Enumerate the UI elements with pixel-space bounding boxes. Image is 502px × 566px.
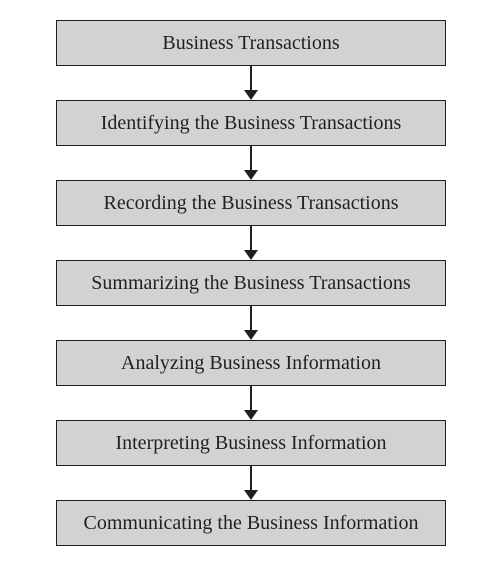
flowchart-node-label: Summarizing the Business Transactions <box>91 272 410 295</box>
arrow-head-icon <box>244 250 258 260</box>
flowchart-container: Business Transactions Identifying the Bus… <box>56 20 446 546</box>
arrow-head-icon <box>244 330 258 340</box>
flowchart-node: Communicating the Business Information <box>56 500 446 546</box>
arrow-head-icon <box>244 490 258 500</box>
flowchart-node: Identifying the Business Transactions <box>56 100 446 146</box>
flowchart-node-label: Analyzing Business Information <box>121 352 381 375</box>
flowchart-node-label: Identifying the Business Transactions <box>101 112 402 135</box>
flowchart-node: Summarizing the Business Transactions <box>56 260 446 306</box>
flowchart-node-label: Recording the Business Transactions <box>104 192 399 215</box>
flowchart-node: Analyzing Business Information <box>56 340 446 386</box>
flowchart-arrow <box>244 306 258 340</box>
arrow-head-icon <box>244 90 258 100</box>
flowchart-arrow <box>244 146 258 180</box>
flowchart-node: Interpreting Business Information <box>56 420 446 466</box>
flowchart-node-label: Communicating the Business Information <box>84 512 419 535</box>
flowchart-node: Business Transactions <box>56 20 446 66</box>
flowchart-node-label: Interpreting Business Information <box>115 432 386 455</box>
flowchart-node-label: Business Transactions <box>162 32 339 55</box>
flowchart-arrow <box>244 66 258 100</box>
arrow-shaft <box>250 306 252 330</box>
arrow-shaft <box>250 466 252 490</box>
flowchart-node: Recording the Business Transactions <box>56 180 446 226</box>
flowchart-arrow <box>244 466 258 500</box>
arrow-shaft <box>250 386 252 410</box>
arrow-shaft <box>250 226 252 250</box>
flowchart-arrow <box>244 226 258 260</box>
arrow-shaft <box>250 146 252 170</box>
arrow-head-icon <box>244 410 258 420</box>
arrow-shaft <box>250 66 252 90</box>
arrow-head-icon <box>244 170 258 180</box>
flowchart-arrow <box>244 386 258 420</box>
